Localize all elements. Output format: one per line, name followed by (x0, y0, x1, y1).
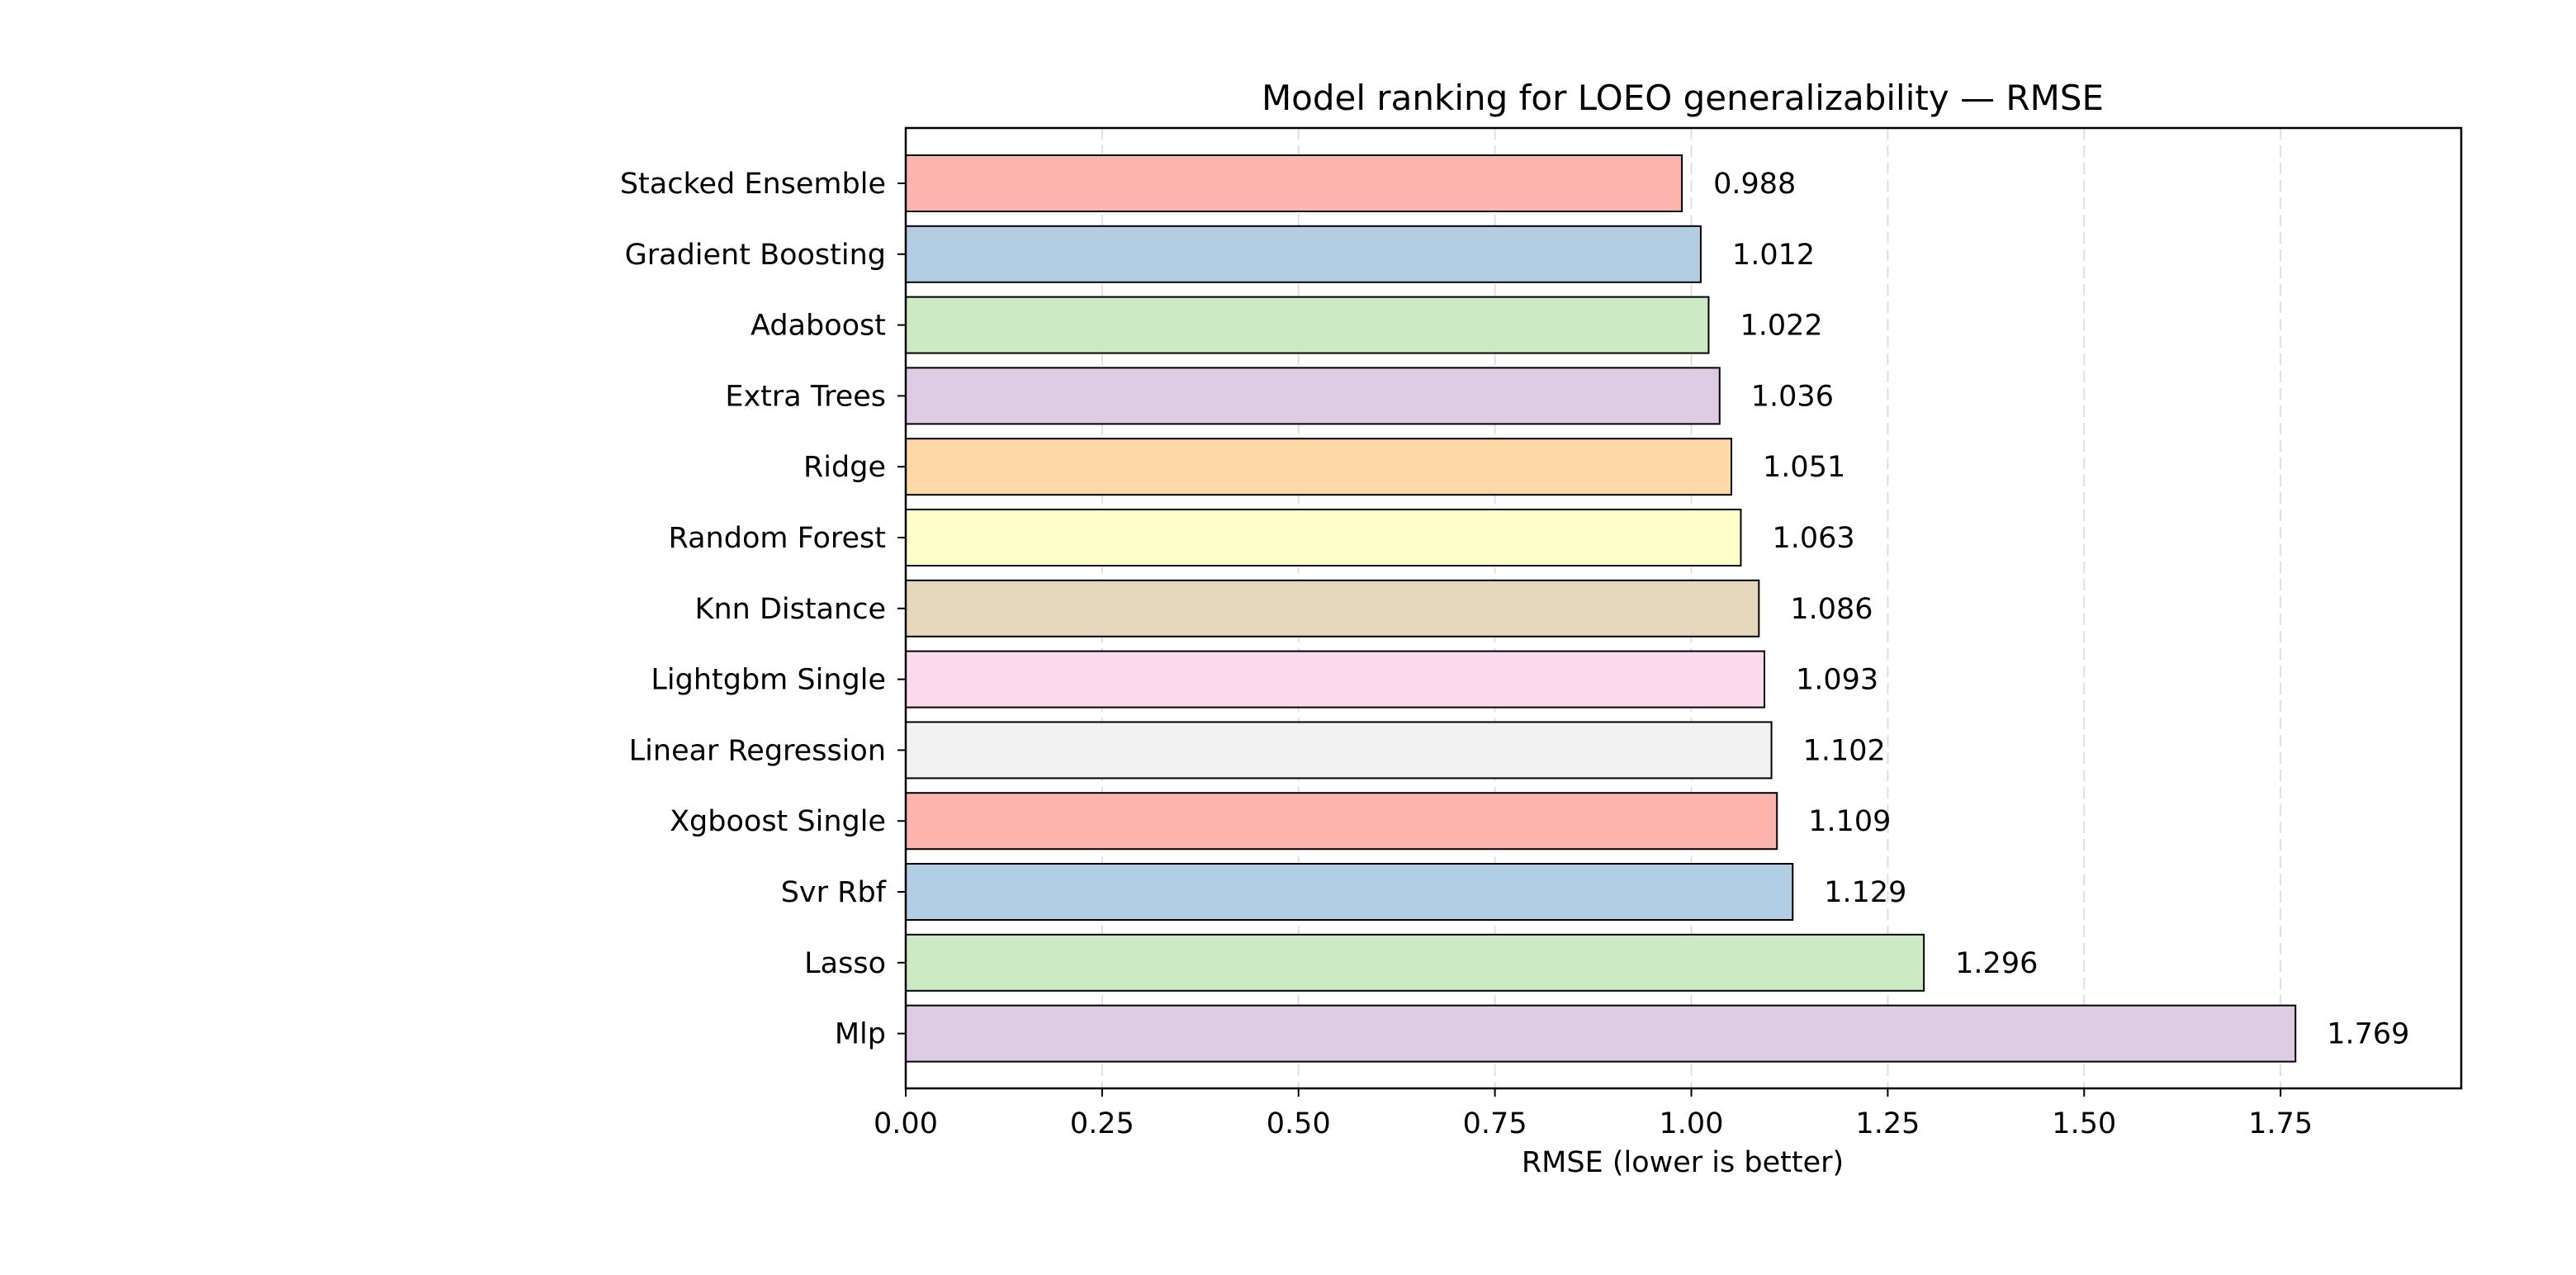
y-tick-label: Extra Trees (725, 380, 886, 413)
bar-value-label: 0.988 (1713, 168, 1796, 201)
x-tick-label: 1.50 (2052, 1107, 2116, 1140)
plot-frame (904, 126, 2463, 1090)
bar (905, 509, 1742, 566)
bar-value-label: 1.012 (1732, 239, 1815, 272)
bar-value-label: 1.022 (1740, 310, 1822, 343)
y-tick-label: Adaboost (751, 310, 886, 343)
x-tick-label: 1.00 (1660, 1107, 1724, 1140)
y-tick-label: Lasso (804, 947, 886, 980)
x-tick-label: 0.50 (1267, 1107, 1331, 1140)
bar-value-label: 1.036 (1751, 380, 1834, 413)
x-tick-label: 1.25 (1855, 1107, 1920, 1140)
y-tick-label: Svr Rbf (781, 876, 887, 909)
y-tick-label: Xgboost Single (670, 805, 886, 838)
x-axis-label: RMSE (lower is better) (1522, 1146, 1844, 1179)
bar-value-label: 1.102 (1803, 734, 1886, 767)
y-tick-label: Stacked Ensemble (620, 168, 886, 201)
bar (905, 792, 1778, 851)
bar-value-label: 1.051 (1763, 451, 1845, 484)
bar (905, 438, 1733, 496)
data-labels: 0.988 1.012 1.022 1.036 1.051 1.063 1.086 1.093… (1713, 168, 2409, 1051)
grid-lines (905, 128, 2282, 1088)
bar (905, 1004, 2297, 1063)
x-tick-label: 0.75 (1463, 1107, 1527, 1140)
bar (905, 863, 1794, 921)
bars (905, 154, 2297, 1063)
y-tick-label: Mlp (835, 1018, 886, 1051)
bar-value-label: 1.093 (1796, 664, 1878, 697)
y-tick-label: Gradient Boosting (625, 239, 886, 272)
x-tick-label: 0.00 (874, 1107, 938, 1140)
bar-value-label: 1.296 (1955, 947, 2038, 980)
y-tick-label: Random Forest (669, 522, 886, 555)
x-axis: 0.00 0.25 0.50 0.75 1.00 1.25 1.50 1.75 (874, 1088, 2313, 1140)
bar-value-label: 1.109 (1808, 805, 1891, 838)
y-tick-label: Linear Regression (629, 734, 886, 767)
bar-value-label: 1.086 (1790, 593, 1873, 626)
bar (905, 721, 1773, 780)
y-tick-label: Ridge (803, 451, 886, 484)
y-tick-label: Lightgbm Single (651, 664, 886, 697)
y-axis: Stacked Ensemble Gradient Boosting Adaboos… (620, 168, 906, 1051)
chart-title: Model ranking for LOEO generalizability … (1262, 78, 2104, 118)
bar (905, 296, 1710, 354)
bar (905, 650, 1766, 709)
bar (905, 579, 1760, 638)
x-tick-label: 1.75 (2248, 1107, 2313, 1140)
bar-value-label: 1.769 (2327, 1018, 2409, 1051)
bar-value-label: 1.063 (1772, 522, 1854, 555)
bar (905, 154, 1683, 212)
y-tick-label: Knn Distance (695, 593, 886, 626)
bar (905, 225, 1702, 283)
x-tick-label: 0.25 (1070, 1107, 1134, 1140)
bar (905, 367, 1721, 425)
bar (905, 933, 1925, 992)
bar-value-label: 1.129 (1824, 876, 1906, 909)
